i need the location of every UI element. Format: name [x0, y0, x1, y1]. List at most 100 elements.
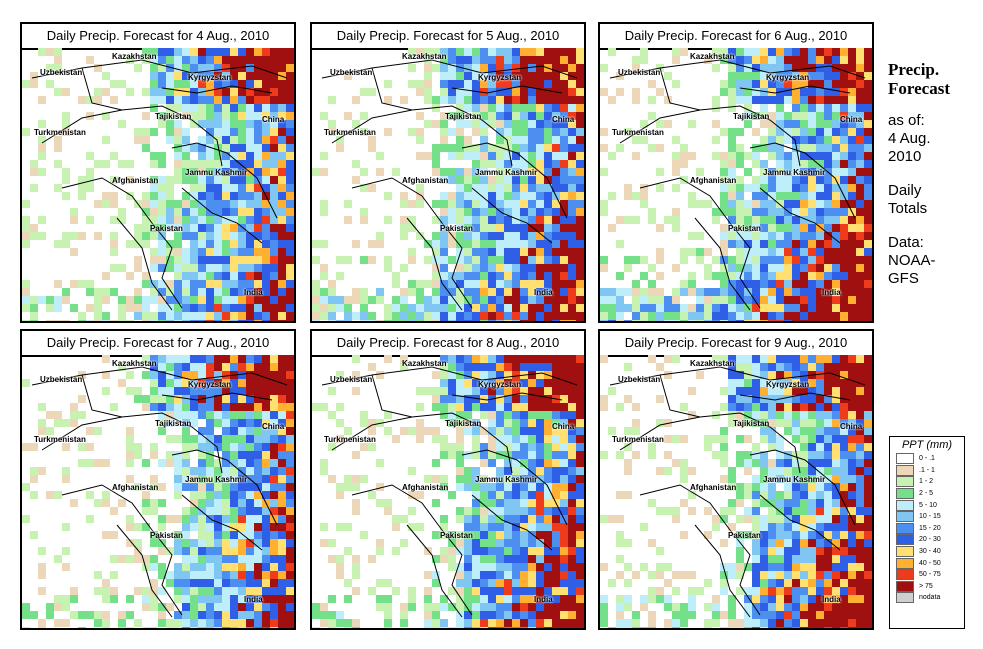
legend-rows: 0 - .1 .1 - 1 1 - 2 2 - 5 5 - 10 10 - 15 15 - … [890, 453, 964, 604]
legend-label: 50 - 75 [919, 571, 941, 579]
legend-swatch [896, 580, 914, 592]
boundary-line [81, 67, 123, 111]
map-label-kazakhstan: Kazakhstan [112, 359, 157, 368]
map-label-tajikistan: Tajikistan [445, 112, 482, 121]
boundary-line [471, 187, 553, 244]
boundary-line [609, 59, 866, 79]
legend-item: 30 - 40 [890, 546, 964, 558]
boundary-line [371, 374, 413, 418]
legend-item: nodata [890, 592, 964, 604]
map-label-pakistan: Pakistan [440, 531, 473, 540]
legend-item: 20 - 30 [890, 534, 964, 546]
legend-item: 50 - 75 [890, 569, 964, 581]
legend-item: 5 - 10 [890, 499, 964, 511]
map-label-kazakhstan: Kazakhstan [402, 52, 447, 61]
map-label-uzbekistan: Uzbekistan [40, 375, 83, 384]
map-label-tajikistan: Tajikistan [155, 419, 192, 428]
legend-item: 40 - 50 [890, 557, 964, 569]
map-label-afghanistan: Afghanistan [690, 483, 737, 492]
boundary-line [759, 494, 841, 551]
totals-label: Totals [888, 200, 928, 217]
map-label-turkmenistan: Turkmenistan [34, 128, 86, 137]
map-label-turkmenistan: Turkmenistan [34, 435, 86, 444]
map-label-pakistan: Pakistan [440, 224, 473, 233]
map-label-jammu-kashmir: Jammu Kashmir [185, 475, 248, 484]
legend-label: 2 - 5 [919, 490, 934, 498]
map-label-china: China [552, 115, 575, 124]
boundary-line [161, 392, 273, 401]
map-label-kazakhstan: Kazakhstan [402, 359, 447, 368]
boundary-line [81, 374, 123, 418]
legend-swatch [896, 546, 914, 558]
map-label-india: India [534, 288, 553, 297]
map-label-kazakhstan: Kazakhstan [112, 52, 157, 61]
forecast-panel-aug8: Daily Precip. Forecast for 8 Aug., 2010 … [310, 329, 586, 630]
boundary-line [116, 217, 173, 311]
map-label-china: China [262, 115, 285, 124]
boundary-line [41, 105, 223, 167]
boundary-line [351, 177, 473, 309]
map-label-china: China [262, 422, 285, 431]
map-label-uzbekistan: Uzbekistan [330, 68, 373, 77]
map-label-afghanistan: Afghanistan [690, 176, 737, 185]
data-source-label: Data: [888, 234, 924, 251]
data-source: NOAA- [888, 252, 936, 269]
boundary-line [171, 449, 278, 526]
boundary-line [659, 67, 701, 111]
legend-label: > 75 [919, 582, 933, 590]
legend-swatch [896, 534, 914, 546]
boundary-line [639, 177, 761, 309]
map-label-kyrgyzstan: Kyrgyzstan [766, 73, 810, 82]
boundary-line [619, 412, 801, 474]
precip-map: Uzbekistan Kazakhstan Kyrgyzstan Tajikistan… [22, 355, 294, 628]
legend-swatch [896, 499, 914, 511]
precip-grid [600, 48, 872, 321]
legend-swatch [896, 592, 914, 604]
boundary-line [321, 366, 578, 386]
as-of-label: as of: [888, 112, 925, 129]
boundary-line [31, 366, 288, 386]
boundary-line [116, 524, 173, 618]
map-label-jammu-kashmir: Jammu Kashmir [475, 475, 538, 484]
boundary-line [161, 85, 273, 94]
boundary-line [331, 412, 513, 474]
boundary-line [31, 59, 288, 79]
legend-label: 20 - 30 [919, 536, 941, 544]
map-label-uzbekistan: Uzbekistan [618, 68, 661, 77]
panel-title: Daily Precip. Forecast for 4 Aug., 2010 [22, 24, 294, 50]
boundary-line [739, 85, 851, 94]
legend-label: 0 - .1 [919, 455, 935, 463]
map-label-turkmenistan: Turkmenistan [324, 435, 376, 444]
legend-swatch [896, 464, 914, 476]
map-label-india: India [822, 288, 841, 297]
boundary-line [181, 494, 263, 551]
map-label-uzbekistan: Uzbekistan [618, 375, 661, 384]
side-info: Precip. Forecast as of: 4 Aug. 2010 Dail… [888, 60, 978, 288]
boundary-line [61, 484, 183, 616]
panel-title: Daily Precip. Forecast for 8 Aug., 2010 [312, 331, 584, 357]
map-label-jammu-kashmir: Jammu Kashmir [475, 168, 538, 177]
legend-label: 1 - 2 [919, 478, 934, 486]
map-label-turkmenistan: Turkmenistan [612, 128, 664, 137]
precip-legend: PPT (mm) 0 - .1 .1 - 1 1 - 2 2 - 5 5 - 10 10 … [889, 436, 965, 629]
boundary-line [461, 142, 568, 219]
map-label-turkmenistan: Turkmenistan [612, 435, 664, 444]
boundary-line [331, 105, 513, 167]
map-label-tajikistan: Tajikistan [155, 112, 192, 121]
legend-swatch [896, 488, 914, 500]
map-label-kyrgyzstan: Kyrgyzstan [478, 380, 522, 389]
legend-label: .1 - 1 [919, 466, 935, 474]
map-label-kyrgyzstan: Kyrgyzstan [766, 380, 810, 389]
boundary-line [451, 392, 563, 401]
precip-grid [312, 355, 584, 628]
legend-item: 1 - 2 [890, 476, 964, 488]
boundary-line [351, 484, 473, 616]
map-label-uzbekistan: Uzbekistan [330, 375, 373, 384]
panel-title: Daily Precip. Forecast for 7 Aug., 2010 [22, 331, 294, 357]
map-label-india: India [244, 288, 263, 297]
boundary-line [609, 366, 866, 386]
panel-title: Daily Precip. Forecast for 5 Aug., 2010 [312, 24, 584, 50]
map-label-jammu-kashmir: Jammu Kashmir [185, 168, 248, 177]
precip-grid [22, 355, 294, 628]
boundary-line [749, 449, 856, 526]
